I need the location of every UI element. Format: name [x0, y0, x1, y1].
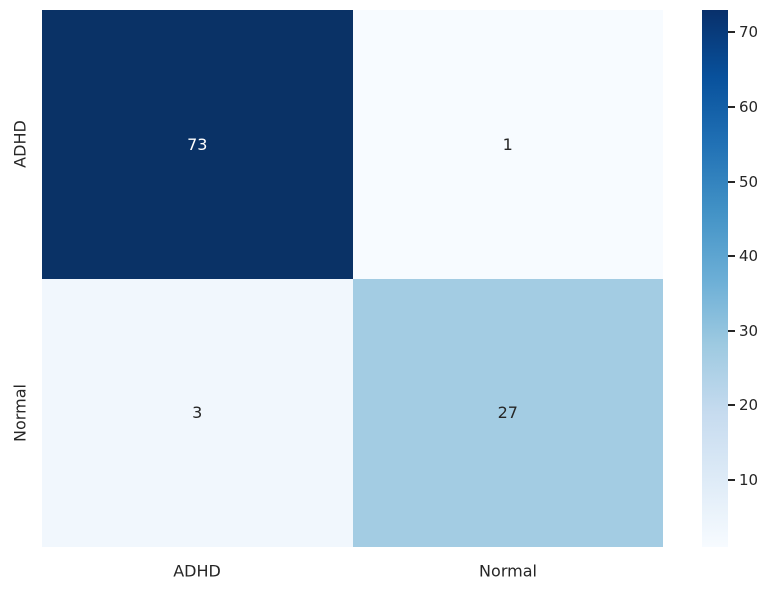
colorbar-tick-mark	[728, 255, 735, 258]
colorbar	[702, 10, 728, 547]
cell-value: 3	[192, 403, 203, 423]
heatmap-grid: 73 1 3 27	[42, 10, 663, 547]
colorbar-tick-mark	[728, 404, 735, 407]
cell-value: 27	[497, 403, 518, 423]
colorbar-tick-label: 40	[739, 247, 759, 266]
cell-value: 1	[502, 134, 513, 154]
y-axis-tick-label-normal: Normal	[10, 384, 30, 442]
cell-value: 73	[187, 134, 208, 154]
colorbar-tick-label: 70	[739, 23, 759, 42]
colorbar-tick-label: 30	[739, 321, 759, 340]
heatmap-cell-adhd-adhd: 73	[42, 10, 353, 279]
colorbar-tick-label: 10	[739, 470, 759, 489]
colorbar-tick-label: 50	[739, 172, 759, 191]
colorbar-tick-mark	[728, 105, 735, 108]
heatmap-cell-adhd-normal: 1	[352, 10, 663, 279]
colorbar-tick-mark	[728, 180, 735, 183]
colorbar-tick-label: 60	[739, 97, 759, 116]
colorbar-tick-mark	[728, 329, 735, 332]
heatmap-cell-normal-adhd: 3	[42, 278, 353, 547]
colorbar-tick-mark	[728, 31, 735, 34]
y-axis-tick-label-adhd: ADHD	[10, 120, 30, 168]
heatmap-cell-normal-normal: 27	[352, 278, 663, 547]
x-axis-tick-label-adhd: ADHD	[173, 561, 221, 581]
x-axis-tick-label-normal: Normal	[479, 561, 537, 581]
colorbar-tick-label: 20	[739, 396, 759, 415]
colorbar-tick-mark	[728, 478, 735, 481]
